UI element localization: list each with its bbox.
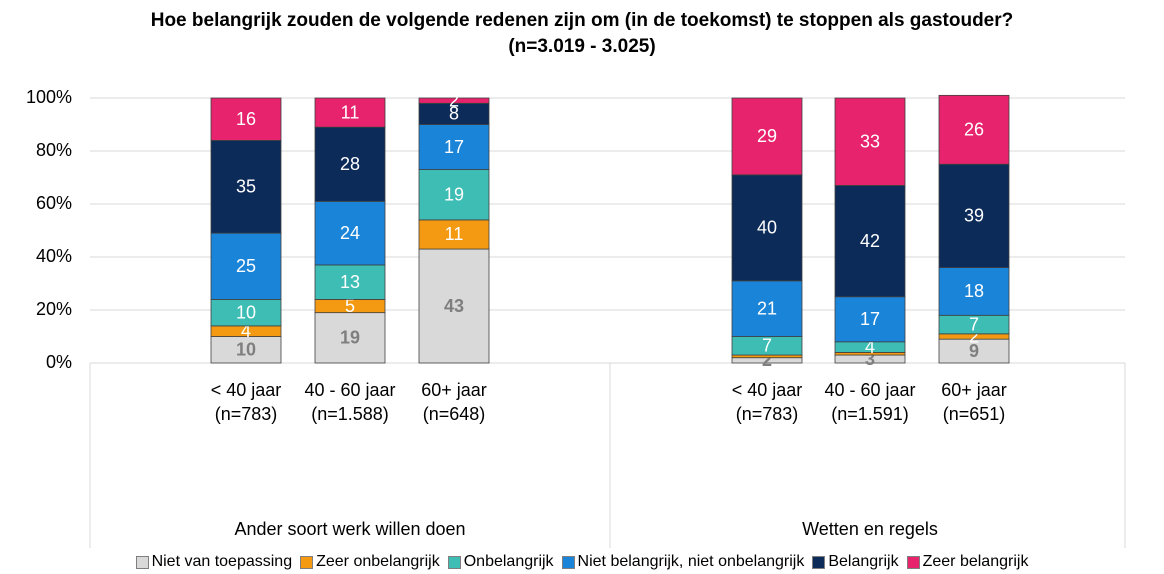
data-label: 2 [449, 90, 459, 110]
x-tick-label: 60+ jaar (n=651) [941, 380, 1007, 424]
data-label: 11 [341, 102, 360, 122]
data-label: 8 [449, 104, 459, 124]
data-label: 5 [345, 296, 355, 316]
data-label: 10 [236, 340, 256, 360]
bar-segment [210, 97, 282, 141]
data-label: 28 [340, 154, 360, 174]
group-label: Ander soort werk willen doen [234, 519, 466, 539]
bar-segment [210, 232, 282, 300]
x-tick-label: 40 - 60 jaar (n=1.591) [824, 380, 916, 424]
legend-label: Niet van toepassing [151, 553, 293, 570]
bar-segment [731, 174, 803, 282]
data-label: 10 [236, 302, 256, 322]
y-tick-label: 0% [46, 352, 72, 372]
bar-segment [731, 97, 803, 176]
data-label: 29 [757, 126, 777, 146]
data-label: 35 [236, 177, 256, 197]
legend-swatch [561, 555, 575, 569]
data-label: 18 [964, 281, 984, 301]
legend-item: Niet van toepassing [135, 553, 293, 571]
y-tick-label: 40% [36, 246, 72, 266]
bar-segment [418, 124, 490, 170]
data-label: 26 [964, 120, 984, 140]
legend: Niet van toepassing Zeer onbelangrijk Onbe… [0, 553, 1164, 571]
data-label: 11 [445, 224, 464, 244]
data-label: 25 [236, 256, 256, 276]
bar-segment [834, 97, 906, 186]
legend-item: Belangrijk [812, 553, 899, 571]
data-label: 43 [444, 296, 464, 316]
legend-label: Zeer belangrijk [922, 553, 1029, 570]
x-tick-label: < 40 jaar (n=783) [731, 380, 803, 424]
data-label: 4 [865, 337, 875, 357]
bar-segment [210, 298, 282, 327]
data-label: 13 [340, 272, 360, 292]
y-tick-label: 20% [36, 299, 72, 319]
bar-segment [834, 185, 906, 298]
data-label: 17 [444, 137, 464, 157]
data-label: 4 [241, 321, 251, 341]
legend-item: Onbelangrijk [447, 553, 554, 571]
bar-segment [210, 336, 282, 364]
data-label: 3 [865, 349, 875, 369]
data-label: 9 [969, 341, 979, 361]
legend-item: Zeer belangrijk [906, 553, 1029, 571]
x-tick-label: 40 - 60 jaar (n=1.588) [304, 380, 396, 424]
data-label: 21 [757, 298, 777, 318]
data-label: 24 [340, 223, 360, 243]
data-label: 16 [236, 109, 256, 129]
group-label: Wetten en regels [802, 519, 938, 539]
data-label: 40 [757, 218, 777, 238]
chart-title: Hoe belangrijk zouden de volgende redene… [150, 10, 1014, 57]
bar-segment [210, 139, 282, 234]
legend-label: Belangrijk [828, 553, 899, 570]
legend-swatch [300, 555, 314, 569]
bar-segment [314, 200, 386, 266]
bar-segment [938, 267, 1010, 316]
legend-swatch [812, 555, 826, 569]
data-label: 17 [860, 309, 880, 329]
bar-segment [418, 248, 490, 364]
data-label: 42 [860, 231, 880, 251]
legend-swatch [135, 555, 149, 569]
data-label: 7 [762, 336, 772, 356]
data-label: 7 [969, 314, 979, 334]
legend-label: Onbelangrijk [463, 553, 554, 570]
y-tick-label: 100% [26, 87, 72, 107]
data-label: 19 [444, 184, 464, 204]
bar-segment [418, 97, 490, 104]
bar-segment [314, 126, 386, 202]
y-tick-label: 80% [36, 140, 72, 160]
data-label: 33 [860, 131, 880, 151]
y-tick-label: 60% [36, 193, 72, 213]
legend-swatch [906, 555, 920, 569]
bar-segment [938, 94, 1010, 165]
data-label: 19 [340, 328, 360, 348]
legend-item: Niet belangrijk, niet onbelangrijk [561, 553, 805, 571]
data-label: 2 [762, 350, 772, 370]
legend-item: Zeer onbelangrijk [300, 553, 440, 571]
bar-segment [314, 97, 386, 128]
legend-label: Niet belangrijk, niet onbelangrijk [577, 553, 805, 570]
bar-segment [314, 264, 386, 300]
data-label: 2 [969, 326, 979, 346]
data-label: 39 [964, 206, 984, 226]
x-tick-label: < 40 jaar (n=783) [210, 380, 282, 424]
legend-label: Zeer onbelangrijk [316, 553, 440, 570]
bar-segment [938, 163, 1010, 268]
x-tick-label: 60+ jaar (n=648) [421, 380, 487, 424]
legend-swatch [447, 555, 461, 569]
